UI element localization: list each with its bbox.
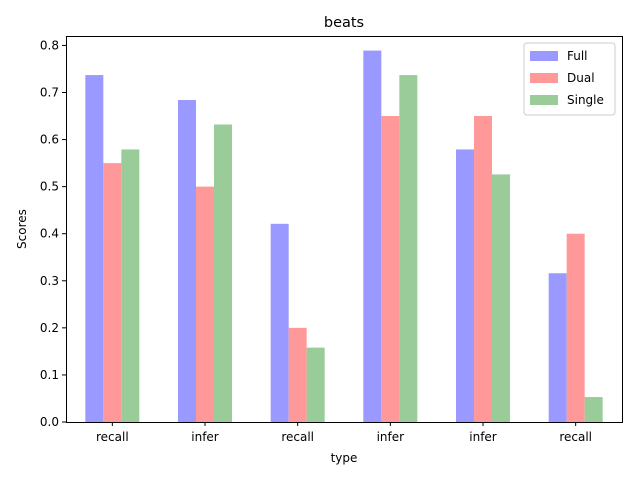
y-tick-label: 0.8	[40, 38, 59, 52]
x-tick-label: recall	[281, 430, 314, 444]
bar-dual-1	[196, 186, 214, 422]
bar-single-2	[306, 347, 325, 422]
bar-single-0	[121, 149, 140, 422]
legend: Full Dual Single	[523, 42, 616, 116]
bar-full-0	[85, 75, 104, 422]
bar-single-3	[399, 75, 418, 422]
y-tick-label: 0.4	[40, 227, 59, 241]
bar-dual-3	[381, 116, 400, 423]
legend-label-dual: Dual	[567, 71, 595, 85]
bar-dual-5	[566, 233, 585, 422]
x-tick-label: infer	[191, 430, 219, 444]
bar-full-1	[178, 100, 196, 423]
y-tick-label: 0.7	[40, 85, 59, 99]
legend-label-full: Full	[567, 49, 588, 63]
bar-full-4	[456, 149, 474, 422]
y-axis-ticks: 0.0 0.1 0.2 0.3 0.4 0.5 0.6 0.7 0.8	[40, 38, 66, 429]
legend-label-single: Single	[567, 93, 604, 107]
x-tick-label: infer	[469, 430, 497, 444]
bar-full-5	[548, 273, 567, 422]
y-tick-label: 0.1	[40, 368, 59, 382]
x-tick-label: infer	[377, 430, 405, 444]
bar-dual-0	[103, 163, 122, 422]
bar-group	[85, 50, 603, 423]
bar-single-5	[584, 397, 603, 422]
y-axis-label: Scores	[15, 209, 29, 249]
y-tick-label: 0.2	[40, 321, 59, 335]
bar-dual-2	[288, 327, 307, 422]
y-tick-label: 0.6	[40, 133, 59, 147]
y-tick-label: 0.3	[40, 274, 59, 288]
x-tick-label: recall	[96, 430, 129, 444]
legend-swatch-single	[530, 95, 558, 105]
bar-single-4	[492, 174, 510, 422]
x-tick-label: recall	[559, 430, 592, 444]
bar-single-1	[214, 124, 232, 422]
legend-swatch-full	[530, 51, 558, 61]
bar-dual-4	[474, 116, 492, 423]
bar-full-3	[363, 50, 382, 423]
y-tick-label: 0.0	[40, 415, 59, 429]
bar-full-2	[270, 223, 289, 422]
x-axis-ticks: recall infer recall infer infer recall	[96, 422, 592, 444]
y-tick-label: 0.5	[40, 180, 59, 194]
legend-swatch-dual	[530, 73, 558, 83]
plot-frame	[66, 36, 623, 423]
chart-title: beats	[324, 15, 364, 31]
x-axis-label: type	[331, 451, 358, 465]
